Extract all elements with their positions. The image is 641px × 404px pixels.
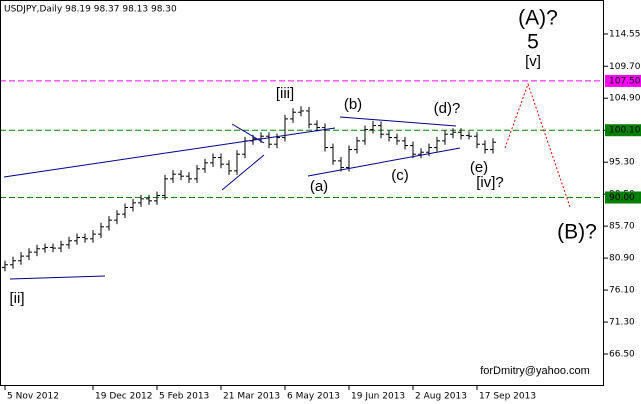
trendline (231, 123, 265, 144)
watermark: forDmitry@yahoo.com (480, 365, 590, 377)
y-tick-label: 109.70 (609, 62, 641, 72)
level-label-bg (605, 74, 641, 87)
y-tick-label: 80.90 (609, 254, 635, 264)
wave-label: [ii] (10, 290, 25, 307)
x-tick-label: 2 Aug 2013 (415, 392, 467, 402)
y-tick-label: 95.30 (609, 158, 635, 168)
trendlines (3, 116, 461, 280)
level-label: 90.00 (609, 193, 635, 203)
trendline (339, 116, 457, 127)
wave-label: [iv]? (476, 174, 504, 191)
x-tick-label: 19 Dec 2012 (95, 392, 153, 402)
x-tick-label: 19 Jun 2013 (351, 392, 405, 402)
trendline (3, 127, 336, 178)
wave-label: (A)? (518, 7, 558, 30)
level-label: 100.10 (609, 126, 641, 136)
y-tick-label: 66.50 (609, 350, 635, 360)
level-label-bg (605, 191, 641, 204)
y-tick-label: 71.30 (609, 318, 635, 328)
wave-label: (c) (391, 167, 409, 184)
wave-label: (b) (344, 96, 362, 113)
wave-label: (d)? (434, 100, 461, 117)
wave-label: [iii] (276, 85, 294, 102)
wave-label: [v] (525, 53, 541, 70)
level-label-bg (605, 124, 641, 137)
y-tick-label: 104.90 (609, 94, 641, 104)
x-tick-label: 21 Mar 2013 (223, 392, 280, 402)
wave-label: (a) (310, 178, 328, 195)
level-label: 107.50 (609, 76, 641, 86)
trendline (307, 147, 461, 177)
wave-label: (e) (470, 159, 488, 176)
x-tick-label: 6 May 2013 (287, 392, 340, 402)
forecast-path (504, 82, 571, 208)
y-tick-label: 114.55 (609, 29, 641, 39)
y-tick-label: 76.10 (609, 286, 635, 296)
y-tick-label: 85.70 (609, 222, 635, 232)
plot-border (0, 0, 604, 386)
wave-label: (B)? (557, 221, 597, 244)
x-tick-label: 5 Feb 2013 (159, 392, 209, 402)
x-tick-label: 5 Nov 2012 (7, 392, 59, 402)
trendline (9, 275, 106, 280)
trendline (221, 154, 265, 191)
wave-label: 5 (527, 31, 539, 54)
x-tick-label: 17 Sep 2013 (479, 392, 536, 402)
annotations: (A)? 5 [v] [iii] (b) (d)? (a) (c) (e) [i… (10, 7, 597, 377)
chart-title: USDJPY,Daily 98.19 98.37 98.13 98.30 (4, 5, 177, 15)
